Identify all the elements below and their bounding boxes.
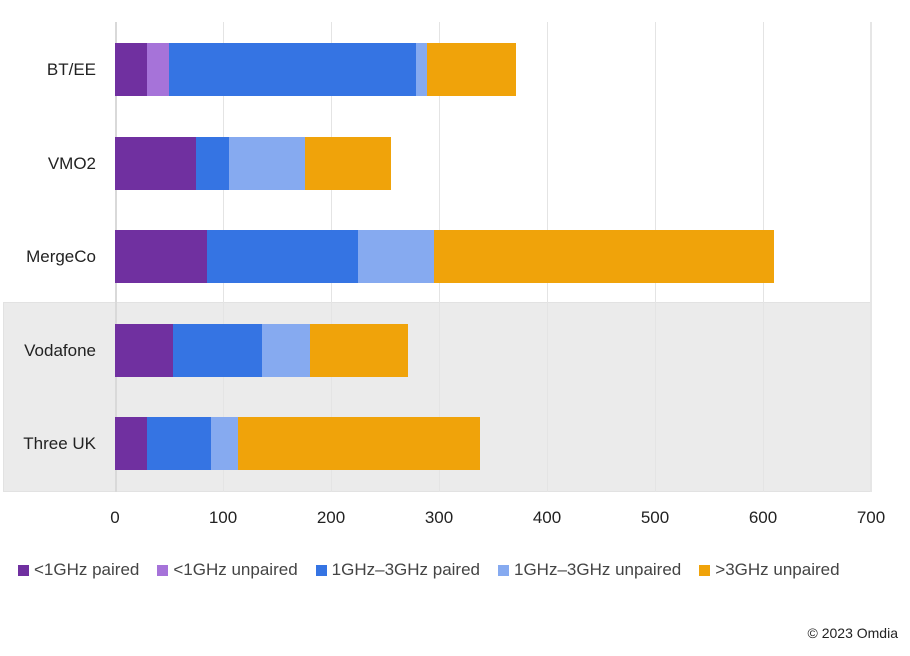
category-label: MergeCo bbox=[26, 247, 96, 266]
bar-segment bbox=[357, 230, 434, 283]
legend-label: <1GHz unpaired bbox=[173, 560, 298, 579]
legend-swatch-icon bbox=[699, 564, 711, 576]
bar-segment bbox=[147, 417, 212, 470]
x-tick-label: 100 bbox=[208, 508, 238, 527]
legend-swatch-icon bbox=[498, 564, 509, 576]
bar-mergeco bbox=[115, 230, 774, 283]
category-label: VMO2 bbox=[47, 154, 96, 173]
category-label: BT/EE bbox=[46, 60, 96, 79]
legend-item: <1GHz paired bbox=[18, 560, 139, 580]
x-tick-label: 400 bbox=[532, 508, 562, 527]
legend: <1GHz paired <1GHz unpaired 1GHz–3GHz pair… bbox=[18, 560, 858, 580]
bar-vodafone bbox=[115, 324, 408, 377]
legend-label: 1GHz–3GHz paired bbox=[331, 560, 480, 579]
x-tick-label: 700 bbox=[856, 508, 886, 527]
bar-segment bbox=[305, 137, 392, 190]
legend-item: 1GHz–3GHz paired bbox=[315, 560, 480, 580]
bar-segment bbox=[238, 417, 481, 470]
bar-segment bbox=[196, 137, 230, 190]
legend-label: >3GHz unpaired bbox=[715, 560, 840, 579]
bar-segment bbox=[310, 324, 408, 377]
category-label: Three UK bbox=[23, 434, 96, 453]
bar-segment bbox=[168, 43, 417, 96]
x-tick-label: 0 bbox=[110, 508, 120, 527]
bar-segment bbox=[229, 137, 306, 190]
legend-swatch-icon bbox=[315, 564, 327, 576]
bar-segment bbox=[416, 43, 428, 96]
x-tick-label: 600 bbox=[748, 508, 778, 527]
bar-segment bbox=[211, 417, 239, 470]
bar-segment bbox=[115, 230, 207, 283]
bar-three-uk bbox=[115, 417, 481, 470]
x-tick-label: 500 bbox=[640, 508, 670, 527]
legend-item: <1GHz unpaired bbox=[157, 560, 298, 580]
x-tick-label: 200 bbox=[316, 508, 346, 527]
plot-area bbox=[115, 22, 872, 492]
bar-bt-ee bbox=[115, 43, 516, 96]
legend-label: <1GHz paired bbox=[34, 560, 140, 579]
bar-segment bbox=[433, 230, 774, 283]
bar-segment bbox=[173, 324, 262, 377]
legend-item: >3GHz unpaired bbox=[699, 560, 840, 580]
legend-label: 1GHz–3GHz unpaired bbox=[514, 560, 682, 579]
bar-segment bbox=[115, 137, 196, 190]
bar-segment bbox=[427, 43, 516, 96]
copyright-credit: © 2023 Omdia bbox=[807, 625, 898, 641]
category-label: Vodafone bbox=[24, 341, 96, 360]
bar-segment bbox=[115, 417, 148, 470]
x-tick-label: 300 bbox=[424, 508, 454, 527]
legend-swatch-icon bbox=[157, 564, 169, 576]
bar-segment bbox=[261, 324, 311, 377]
legend-swatch-icon bbox=[18, 564, 29, 576]
bar-vmo2 bbox=[115, 137, 392, 190]
bar-segment bbox=[115, 43, 148, 96]
bar-segment bbox=[206, 230, 358, 283]
plot-right-border bbox=[870, 22, 872, 492]
bar-segment bbox=[147, 43, 169, 96]
legend-item: 1GHz–3GHz unpaired bbox=[498, 560, 681, 580]
bar-segment bbox=[115, 324, 174, 377]
